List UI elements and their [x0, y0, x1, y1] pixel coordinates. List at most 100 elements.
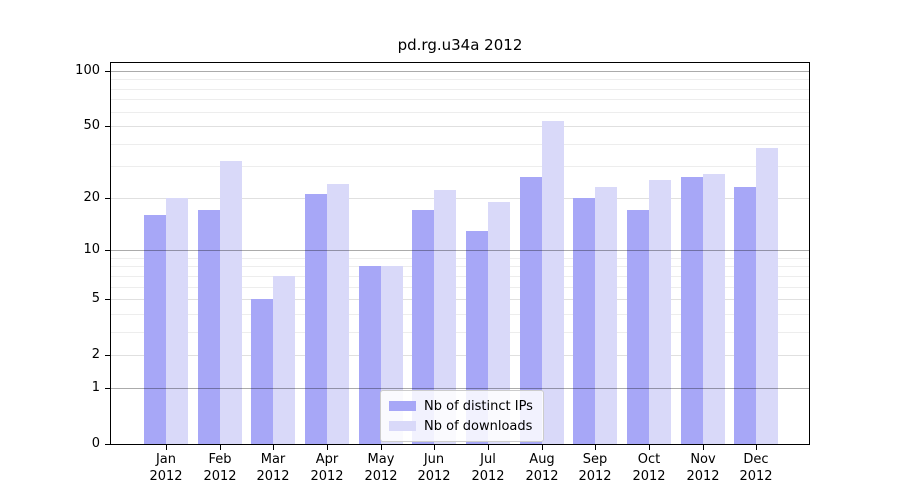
x-tick-label-month: Dec	[743, 452, 769, 467]
y-tick-mark-0	[105, 444, 110, 445]
y-tick-label-100: 100	[75, 63, 100, 78]
bar-nb-of-distinct-ips-dec	[734, 187, 756, 445]
y-tick-label-2: 2	[91, 347, 100, 362]
x-tick-label-month: Oct	[637, 452, 661, 467]
x-tick-mark-feb	[220, 445, 221, 450]
gridline-minor-40	[111, 144, 809, 145]
x-tick-mark-dec	[756, 445, 757, 450]
y-tick-label-10: 10	[83, 242, 100, 257]
gridline-minor-90	[111, 79, 809, 80]
gridline-minor-3	[111, 332, 809, 333]
legend: Nb of distinct IPs Nb of downloads	[380, 390, 544, 442]
gridline-2	[111, 355, 809, 356]
chart-title: pd.rg.u34a 2012	[397, 36, 523, 54]
bar-nb-of-distinct-ips-oct	[627, 210, 649, 445]
bar-nb-of-downloads-feb	[220, 161, 242, 445]
x-tick-label-mar: Mar 2012	[241, 451, 305, 485]
x-tick-label-month: Feb	[208, 452, 232, 467]
bar-nb-of-distinct-ips-jun	[412, 210, 434, 445]
x-tick-label-year: 2012	[525, 469, 559, 484]
x-tick-mark-oct	[649, 445, 650, 450]
x-tick-label-year: 2012	[471, 469, 505, 484]
x-tick-label-year: 2012	[149, 469, 183, 484]
x-tick-label-year: 2012	[256, 469, 290, 484]
x-tick-label-dec: Dec 2012	[724, 451, 788, 485]
gridline-50	[111, 126, 809, 127]
y-tick-mark-100	[105, 71, 110, 72]
x-tick-label-month: Mar	[260, 452, 286, 467]
x-tick-mark-jul	[488, 445, 489, 450]
x-tick-mark-apr	[327, 445, 328, 450]
legend-row-distinct-ips: Nb of distinct IPs	[389, 396, 535, 416]
y-tick-mark-2	[105, 355, 110, 356]
bar-nb-of-downloads-jun	[434, 190, 456, 445]
bar-nb-of-distinct-ips-jan	[144, 215, 166, 445]
gridline-100	[111, 71, 809, 72]
x-tick-mark-may	[381, 445, 382, 450]
x-tick-label-feb: Feb 2012	[188, 451, 252, 485]
gridline-minor-9	[111, 258, 809, 259]
x-tick-label-month: Aug	[529, 452, 555, 467]
legend-label-distinct-ips: Nb of distinct IPs	[424, 398, 533, 414]
legend-label-downloads: Nb of downloads	[424, 418, 533, 434]
x-tick-mark-mar	[273, 445, 274, 450]
gridline-minor-80	[111, 89, 809, 90]
x-tick-mark-aug	[542, 445, 543, 450]
x-tick-label-nov: Nov 2012	[671, 451, 735, 485]
legend-swatch-downloads	[389, 421, 416, 431]
x-tick-label-month: Jan	[155, 452, 177, 467]
gridline-minor-8	[111, 266, 809, 267]
x-tick-label-year: 2012	[686, 469, 720, 484]
x-tick-label-year: 2012	[632, 469, 666, 484]
x-tick-label-year: 2012	[739, 469, 773, 484]
x-tick-mark-jan	[166, 445, 167, 450]
gridline-minor-70	[111, 99, 809, 100]
bar-nb-of-distinct-ips-feb	[198, 210, 220, 445]
bar-nb-of-downloads-sep	[595, 187, 617, 445]
bar-nb-of-distinct-ips-nov	[681, 177, 703, 445]
y-tick-mark-20	[105, 198, 110, 199]
x-tick-label-jun: Jun 2012	[402, 451, 466, 485]
x-tick-label-oct: Oct 2012	[617, 451, 681, 485]
y-tick-mark-1	[105, 388, 110, 389]
bar-nb-of-downloads-jul	[488, 202, 510, 445]
y-tick-label-50: 50	[83, 118, 100, 133]
bar-nb-of-distinct-ips-aug	[520, 177, 542, 445]
bar-nb-of-downloads-apr	[327, 184, 349, 445]
x-tick-mark-nov	[703, 445, 704, 450]
x-tick-label-sep: Sep 2012	[563, 451, 627, 485]
bar-nb-of-distinct-ips-may	[359, 266, 381, 445]
bar-nb-of-downloads-oct	[649, 180, 671, 445]
x-tick-label-month: Sep	[582, 452, 608, 467]
x-tick-label-apr: Apr 2012	[295, 451, 359, 485]
gridline-minor-4	[111, 314, 809, 315]
bar-nb-of-downloads-mar	[273, 276, 295, 445]
bar-nb-of-distinct-ips-apr	[305, 194, 327, 445]
x-tick-label-month: Jun	[423, 452, 445, 467]
bar-nb-of-downloads-aug	[542, 121, 564, 445]
bar-nb-of-downloads-nov	[703, 174, 725, 445]
x-tick-label-month: Jul	[480, 452, 496, 467]
x-tick-label-year: 2012	[417, 469, 451, 484]
y-tick-mark-50	[105, 126, 110, 127]
x-tick-mark-jun	[434, 445, 435, 450]
gridline-5	[111, 299, 809, 300]
x-tick-label-jul: Jul 2012	[456, 451, 520, 485]
gridline-minor-7	[111, 276, 809, 277]
x-tick-label-month: Nov	[690, 452, 716, 467]
bar-nb-of-distinct-ips-sep	[573, 198, 595, 445]
bar-nb-of-distinct-ips-mar	[251, 299, 273, 445]
gridline-minor-60	[111, 112, 809, 113]
gridline-minor-6	[111, 287, 809, 288]
x-tick-label-year: 2012	[364, 469, 398, 484]
x-tick-label-aug: Aug 2012	[510, 451, 574, 485]
y-tick-label-5: 5	[91, 291, 100, 306]
x-tick-label-jan: Jan 2012	[134, 451, 198, 485]
y-tick-mark-5	[105, 299, 110, 300]
x-tick-mark-sep	[595, 445, 596, 450]
y-tick-label-1: 1	[91, 380, 100, 395]
x-tick-label-month: Apr	[315, 452, 339, 467]
legend-row-downloads: Nb of downloads	[389, 416, 535, 436]
x-tick-label-year: 2012	[310, 469, 344, 484]
